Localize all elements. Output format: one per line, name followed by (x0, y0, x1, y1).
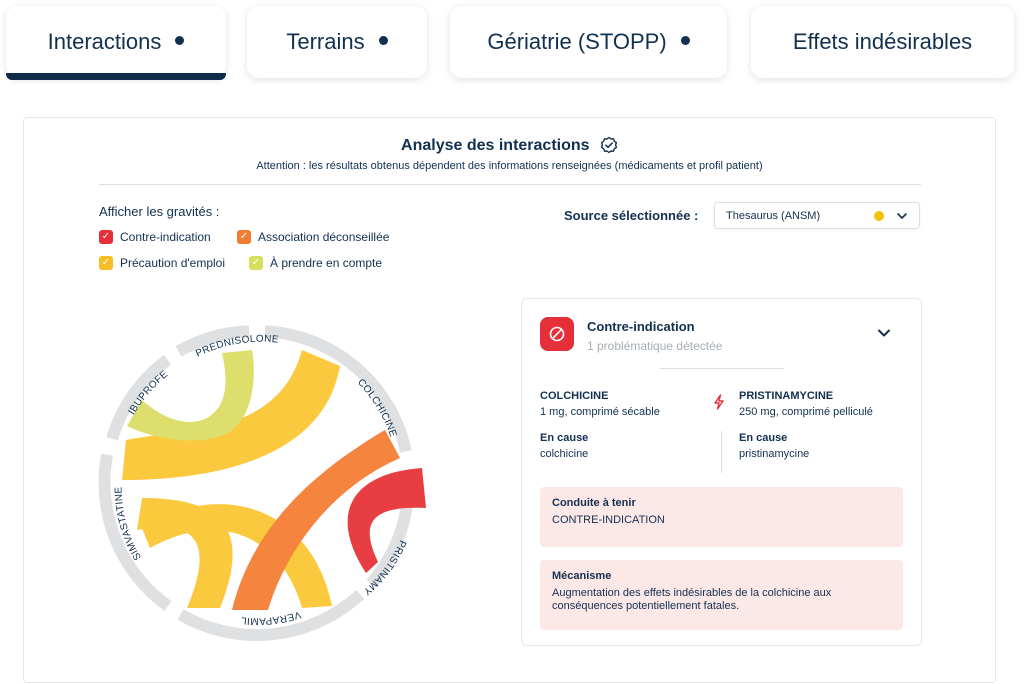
drug-arc-colchicine[interactable] (264, 325, 412, 453)
drug2-cause-label: En cause (739, 432, 788, 444)
checkbox-label: Contre-indication (120, 230, 211, 244)
tab-indicator-dot (378, 35, 388, 45)
checkbox-label: À prendre en compte (270, 256, 383, 270)
header-divider (99, 184, 921, 185)
tab-label: Effets indésirables (792, 29, 973, 54)
tab-terrains[interactable]: Terrains (247, 6, 427, 78)
prohibited-icon (549, 326, 565, 342)
conduite-value: CONTRE-INDICATION (552, 514, 665, 526)
drug-arc-simvastatine[interactable] (98, 453, 172, 611)
analysis-panel: Analyse des interactions Attention : les… (23, 117, 996, 683)
lightning-icon (714, 394, 724, 410)
interaction-detail-card: Contre-indication 1 problématique détect… (521, 298, 922, 646)
tab-label: Terrains (286, 29, 365, 54)
drug1-cause-label: En cause (540, 432, 589, 444)
ribbon-colchicine-pristinamycine[interactable] (347, 468, 426, 573)
source-select[interactable]: Thesaurus (ANSM) (714, 202, 920, 229)
tab-effets-indesirables[interactable]: Effets indésirables (751, 6, 1014, 78)
ribbon-colchicine-verapamil[interactable] (232, 430, 400, 610)
ribbon-ibuprofene-prednisolone[interactable] (127, 350, 254, 441)
drug1-cause: colchicine (540, 448, 589, 460)
checkbox-label: Précaution d'emploi (120, 256, 226, 270)
ribbon-prednisolone-simvastatine[interactable] (122, 350, 340, 480)
severity-filter-label: Afficher les gravités : (99, 204, 220, 219)
checkbox-a-prendre-en-compte[interactable]: ✓ À prendre en compte (249, 256, 382, 270)
analysis-title-row: Analyse des interactions (24, 136, 995, 155)
checkbox-checked-icon: ✓ (99, 256, 113, 270)
drug-arc-ibuprofene[interactable] (106, 354, 172, 441)
source-select-value: Thesaurus (ANSM) (726, 209, 821, 222)
drug-label-verapamil: VERAPAMIL (240, 608, 302, 626)
detail-divider (660, 368, 784, 369)
drug1-dose: 1 mg, comprimé sécable (540, 406, 660, 418)
chevron-down-icon[interactable] (875, 324, 893, 342)
checkbox-association-deconseillee[interactable]: ✓ Association déconseillée (237, 230, 389, 244)
mecanisme-value: Augmentation des effets indésirables de … (552, 587, 832, 612)
drug1-name: COLCHICINE (540, 390, 609, 402)
detail-issue-count: 1 problématique détectée (587, 339, 723, 353)
tab-bar: Interactions Terrains Gériatrie (STOPP) … (0, 0, 1024, 90)
source-label: Source sélectionnée : (564, 208, 699, 223)
tab-label: Interactions (47, 29, 162, 54)
tab-indicator-dot (175, 35, 185, 45)
tab-geriatrie[interactable]: Gériatrie (STOPP) (450, 6, 727, 78)
checkbox-label: Association déconseillée (258, 230, 390, 244)
drug2-name: PRISTINAMYCINE (739, 390, 834, 402)
conduite-title: Conduite à tenir (552, 497, 636, 509)
tab-label: Gériatrie (STOPP) (487, 29, 667, 54)
mecanisme-title: Mécanisme (552, 570, 612, 582)
drug2-dose: 250 mg, comprimé pelliculé (739, 406, 873, 418)
drug-arc-prednisolone[interactable] (175, 325, 250, 357)
drug-arc-verapamil[interactable] (177, 589, 365, 641)
contraindication-badge (540, 317, 574, 351)
checkbox-contre-indication[interactable]: ✓ Contre-indication (99, 230, 211, 244)
checkbox-precaution-emploi[interactable]: ✓ Précaution d'emploi (99, 256, 225, 270)
verified-badge-icon (600, 136, 618, 154)
analysis-warning: Attention : les résultats obtenus dépend… (256, 160, 763, 172)
checkbox-checked-icon: ✓ (99, 230, 113, 244)
checkbox-checked-icon: ✓ (237, 230, 251, 244)
tab-indicator-dot (680, 35, 690, 45)
checkbox-checked-icon: ✓ (249, 256, 263, 270)
source-status-dot (874, 211, 884, 221)
interaction-chord-diagram: PREDNISOLONE COLCHICINE PRISTINAMYCINE V… (82, 308, 426, 641)
conduite-box: Conduite à tenir CONTRE-INDICATION (540, 487, 903, 547)
analysis-title: Analyse des interactions (401, 137, 590, 154)
tab-interactions[interactable]: Interactions (6, 6, 226, 80)
chevron-down-icon (897, 213, 907, 219)
drug2-cause: pristinamycine (739, 448, 810, 460)
detail-title: Contre-indication (587, 319, 695, 334)
drug-column-divider (721, 431, 722, 473)
mecanisme-box: Mécanisme Augmentation des effets indési… (540, 560, 903, 630)
